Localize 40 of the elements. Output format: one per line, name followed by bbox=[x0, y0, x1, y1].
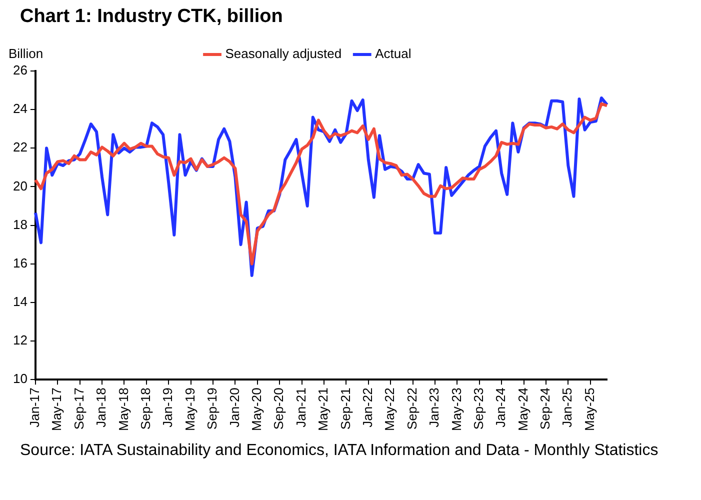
x-tick-label: Sep-20 bbox=[271, 388, 286, 430]
x-tick-label: May-21 bbox=[316, 388, 331, 432]
y-tick-label: 22 bbox=[12, 140, 28, 155]
y-tick-label: 16 bbox=[12, 255, 28, 270]
x-tick-label: Jan-22 bbox=[360, 388, 375, 428]
x-tick-label: Sep-17 bbox=[71, 388, 86, 430]
x-tick-label: Jan-23 bbox=[426, 388, 442, 428]
y-tick-label: 26 bbox=[12, 62, 28, 78]
x-tick-label: Jan-21 bbox=[293, 388, 308, 428]
x-tick-label: Sep-24 bbox=[538, 388, 553, 430]
y-tick-label: 14 bbox=[12, 294, 28, 310]
y-tick-label: 18 bbox=[12, 216, 28, 232]
y-tick-label: 24 bbox=[12, 101, 28, 116]
x-tick-label: May-22 bbox=[382, 388, 398, 432]
x-tick-label: Jan-19 bbox=[160, 388, 176, 428]
x-tick-label: Sep-23 bbox=[470, 388, 486, 430]
x-tick-label: May-19 bbox=[182, 388, 198, 432]
x-tick-label: May-25 bbox=[582, 388, 597, 432]
legend-label: Seasonally adjusted bbox=[225, 46, 342, 62]
x-tick-label: Sep-18 bbox=[138, 388, 154, 430]
y-tick-label: 10 bbox=[12, 371, 28, 386]
source-note: Source: IATA Sustainability and Economics, IATA Information and Data - Monthly Statistics bbox=[20, 441, 660, 461]
x-tick-label: Jan-25 bbox=[560, 388, 575, 428]
x-tick-label: Sep-21 bbox=[338, 388, 353, 430]
chart-title: Chart 1: Industry CTK, billion bbox=[20, 6, 283, 28]
x-tick-label: May-17 bbox=[49, 388, 64, 432]
x-tick-label: Jan-24 bbox=[493, 388, 508, 428]
x-tick-label: Jan-18 bbox=[94, 388, 109, 428]
y-axis-title: Billion bbox=[8, 46, 44, 62]
x-tick-label: May-18 bbox=[116, 388, 131, 432]
y-tick-label: 12 bbox=[12, 332, 28, 348]
x-tick-label: May-20 bbox=[248, 388, 264, 432]
x-tick-label: Jan-20 bbox=[226, 388, 242, 428]
y-tick-label: 20 bbox=[12, 178, 28, 194]
legend-label: Actual bbox=[375, 46, 412, 62]
x-tick-label: Sep-19 bbox=[204, 388, 220, 430]
x-tick-label: May-23 bbox=[448, 388, 464, 432]
x-tick-label: Sep-22 bbox=[404, 388, 420, 430]
x-tick-label: Jan-17 bbox=[27, 388, 42, 428]
x-tick-label: May-24 bbox=[515, 388, 530, 432]
